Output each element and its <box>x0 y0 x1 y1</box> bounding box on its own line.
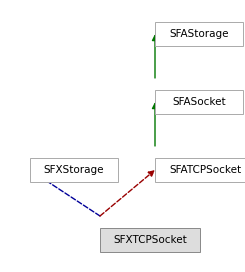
Text: SFXTCPSocket: SFXTCPSocket <box>113 235 187 245</box>
Text: SFXStorage: SFXStorage <box>44 165 104 175</box>
FancyBboxPatch shape <box>155 90 243 114</box>
Text: SFATCPSocket: SFATCPSocket <box>169 165 241 175</box>
FancyBboxPatch shape <box>155 158 245 182</box>
FancyBboxPatch shape <box>100 228 200 252</box>
FancyBboxPatch shape <box>30 158 118 182</box>
FancyBboxPatch shape <box>155 22 243 46</box>
Text: SFASocket: SFASocket <box>172 97 226 107</box>
Text: SFAStorage: SFAStorage <box>169 29 229 39</box>
